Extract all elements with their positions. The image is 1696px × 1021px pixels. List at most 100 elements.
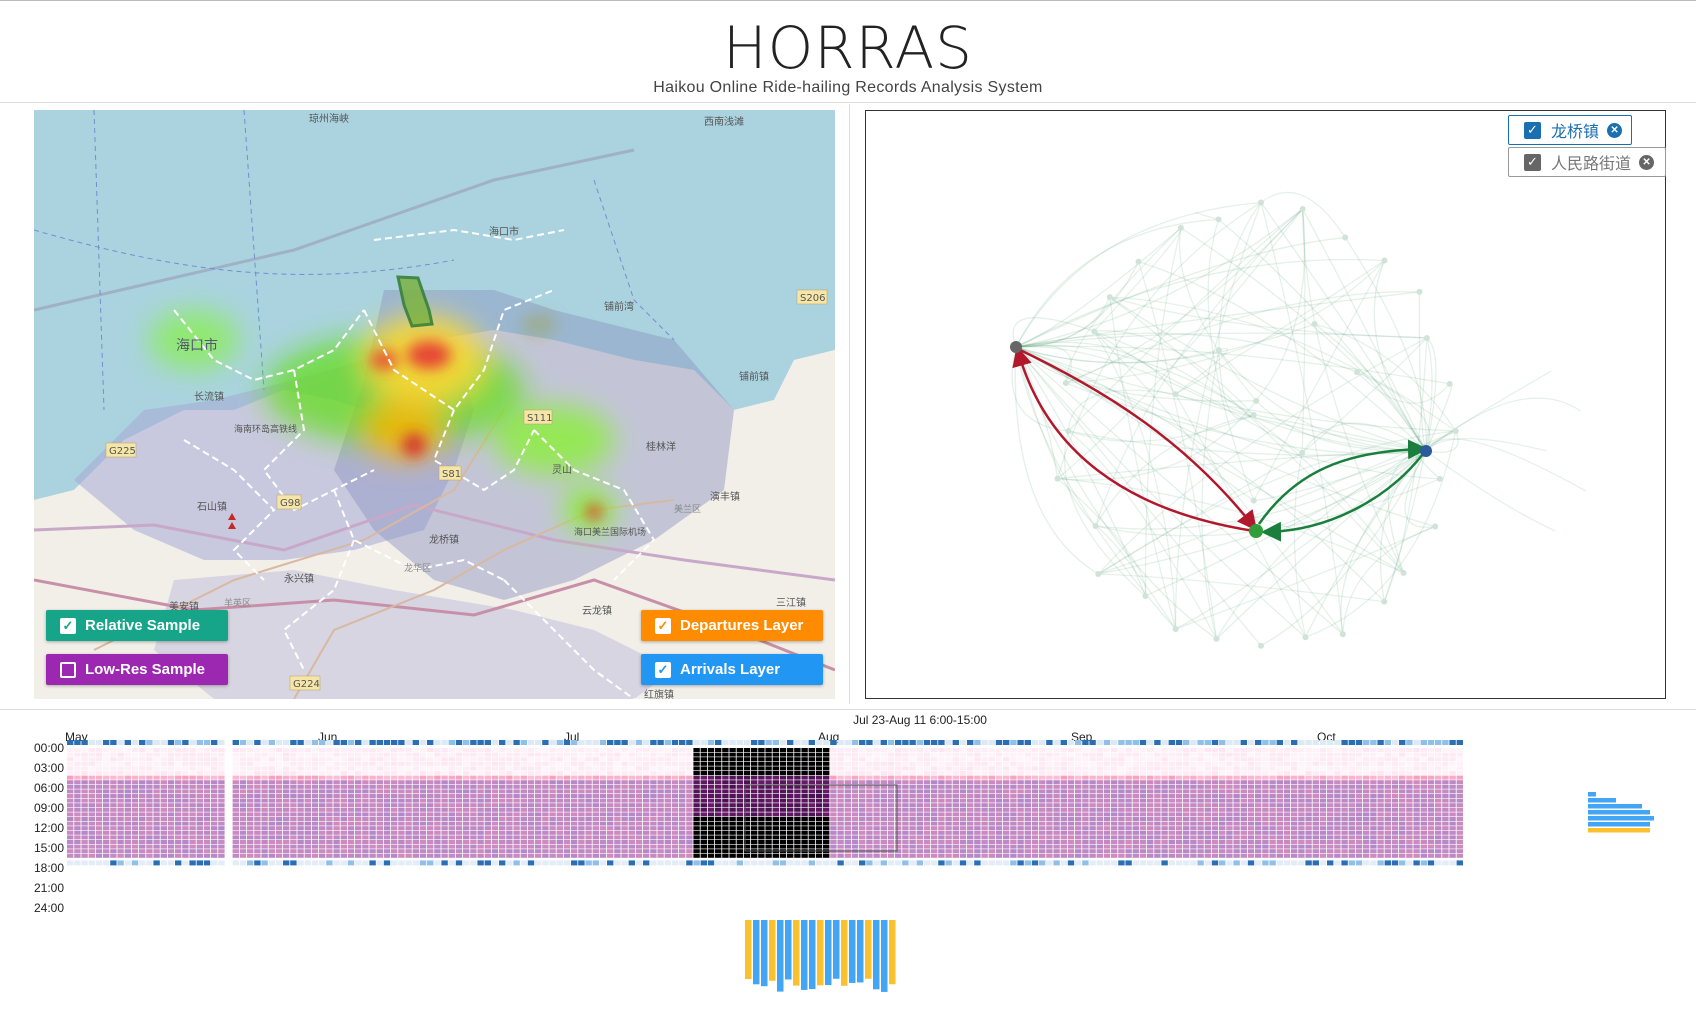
heat-cell [499,752,506,757]
low-res-sample-toggle[interactable]: Low-Res Sample [46,654,228,685]
heat-cell [578,784,585,789]
heat-cell [1190,789,1197,794]
relative-sample-toggle[interactable]: ✓ Relative Sample [46,610,228,641]
heat-cell [1391,780,1399,785]
heat-cell [765,830,772,835]
heat-cell [88,844,95,849]
heat-cell [1175,780,1183,785]
heat-cell [297,821,304,826]
heatmap-cells[interactable] [67,748,1463,858]
heat-cell [1010,840,1017,844]
graph-node [1106,294,1113,301]
heatmap-map[interactable]: 琼州海峡 西南浅滩 海口市 海口市 长流镇 铺前湾 铺前镇 S206 S111 … [34,110,835,699]
graph-node-longqiao[interactable] [1249,524,1263,538]
heat-cell [110,748,117,752]
heat-cell [945,812,952,817]
heat-cell [362,789,369,794]
heat-cell [477,835,484,840]
checkbox-icon[interactable]: ✓ [60,617,76,634]
region-chip-renmin[interactable]: ✓ 人民路街道 ✕ [1508,147,1666,177]
close-icon[interactable]: ✕ [1639,154,1655,170]
heat-cell [902,775,909,780]
heat-cell [146,775,153,780]
heat-cell [794,835,801,840]
heat-cell [1391,830,1399,835]
checkbox-icon[interactable]: ✓ [655,661,671,678]
close-icon[interactable]: ✕ [1607,122,1623,138]
graph-edge [1015,341,1177,395]
checkbox-icon[interactable]: ✓ [1524,153,1541,171]
heat-cell [470,844,477,849]
day-total-cell [1406,740,1413,745]
heat-cell [1103,817,1111,821]
heat-cell [938,761,945,766]
heat-cell [1269,835,1276,840]
heat-cell [1391,794,1399,798]
heat-cell [1355,835,1363,840]
heat-cell [1370,761,1377,766]
heat-cell [1111,840,1118,844]
heat-cell [873,835,880,840]
heat-cell [1327,853,1334,858]
heat-cell [1384,853,1391,858]
heat-cell [146,794,153,798]
heat-cell [1355,826,1363,831]
heat-cell [391,812,398,817]
heat-cell [1406,803,1413,808]
heat-cell [333,789,340,794]
heat-cell [1154,835,1161,840]
heat-cell [1125,780,1132,785]
heat-cell [1355,803,1363,808]
heat-cell [866,835,873,840]
heat-cell [1334,775,1341,780]
selected-district[interactable] [396,275,434,328]
region-chip-longqiao[interactable]: ✓ 龙桥镇 ✕ [1508,115,1632,145]
heat-cell [110,803,117,808]
heat-cell [1089,794,1096,798]
heat-cell [441,830,448,835]
heat-cell [1075,844,1082,849]
timeline-heatmap[interactable] [0,740,1696,1000]
heat-cell [110,794,117,798]
heat-cell [110,817,117,821]
flow-graph-panel[interactable]: ✓ 龙桥镇 ✕ ✓ 人民路街道 ✕ [865,110,1666,699]
heat-cell [787,771,794,775]
heat-cell [139,849,146,854]
heat-cell [347,803,355,808]
graph-node-hub[interactable] [1420,445,1432,457]
heat-cell [455,766,463,771]
checkbox-icon[interactable]: ✓ [655,617,671,634]
heat-cell [369,757,376,762]
heat-cell [1089,812,1096,817]
graph-edge [1138,261,1427,452]
heat-cell [1427,835,1435,840]
heat-cell [563,807,571,812]
heat-cell [218,844,225,849]
heat-cell [1363,798,1370,803]
departures-layer-toggle[interactable]: ✓ Departures Layer [641,610,823,641]
day-total-cell [844,740,851,745]
heat-cell [1399,803,1406,808]
heat-cell [1147,853,1154,858]
heat-cell [275,780,283,785]
heat-cell [1082,757,1089,762]
heat-cell [319,757,326,762]
heat-cell [1283,849,1291,854]
heat-cell [355,789,362,794]
heat-cell [628,752,635,757]
heat-cell [1190,853,1197,858]
flow-graph[interactable] [866,111,1665,698]
heat-cell [902,807,909,812]
heat-cell [239,752,247,757]
checkbox-icon[interactable]: ✓ [1524,121,1541,139]
heat-cell [110,849,117,854]
heat-cell [513,771,520,775]
heat-cell [614,807,621,812]
checkbox-icon[interactable] [60,661,76,678]
heat-cell [1355,844,1363,849]
heat-cell [1132,789,1139,794]
day-total-cell [823,740,830,745]
graph-node-renmin[interactable] [1010,341,1022,353]
heat-cell [1427,748,1435,752]
arrivals-layer-toggle[interactable]: ✓ Arrivals Layer [641,654,823,685]
